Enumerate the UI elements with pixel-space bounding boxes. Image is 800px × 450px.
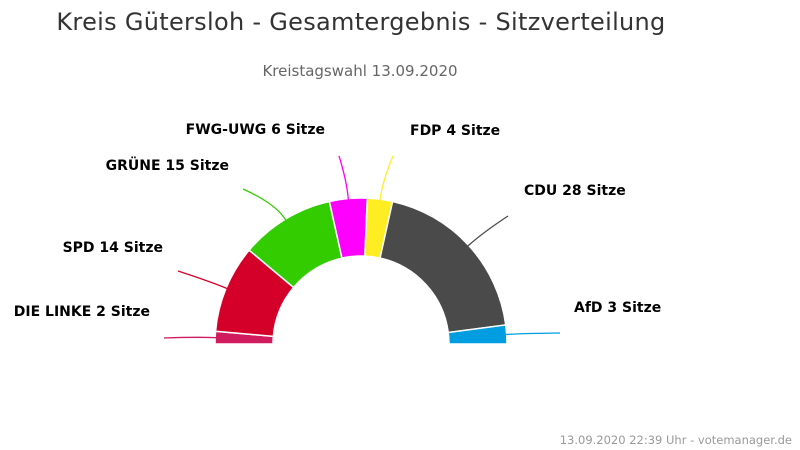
- label-afd: AfD 3 Sitze: [574, 300, 661, 316]
- label-fdp: FDP 4 Sitze: [410, 123, 500, 139]
- connector-fwg-uwg: [338, 155, 350, 200]
- label-cdu: CDU 28 Sitze: [524, 183, 626, 199]
- label-fwg-uwg: FWG-UWG 6 Sitze: [186, 122, 325, 138]
- chart-slices: [214, 197, 508, 345]
- label-grüne: GRÜNE 15 Sitze: [106, 156, 229, 174]
- chart-title: Kreis Gütersloh - Gesamtergebnis - Sitzv…: [56, 8, 666, 36]
- connector-afd: [505, 332, 561, 336]
- label-die-linke: DIE LINKE 2 Sitze: [14, 304, 150, 320]
- chart-labels: DIE LINKE 2 Sitze SPD 14 Sitze GRÜNE 15 Si…: [14, 122, 662, 320]
- chart-subtitle: Kreistagswahl 13.09.2020: [262, 62, 458, 80]
- connector-spd: [177, 270, 228, 290]
- slice-afd[interactable]: [447, 324, 508, 345]
- connector-cdu: [467, 215, 509, 247]
- label-spd: SPD 14 Sitze: [63, 240, 163, 256]
- connector-die-linke: [163, 336, 217, 339]
- connector-fdp: [379, 155, 394, 201]
- chart-connectors: [163, 155, 561, 339]
- connector-grüne: [242, 188, 287, 221]
- credits-link[interactable]: 13.09.2020 22:39 Uhr - votemanager.de: [559, 433, 792, 447]
- slice-cdu[interactable]: [379, 200, 507, 334]
